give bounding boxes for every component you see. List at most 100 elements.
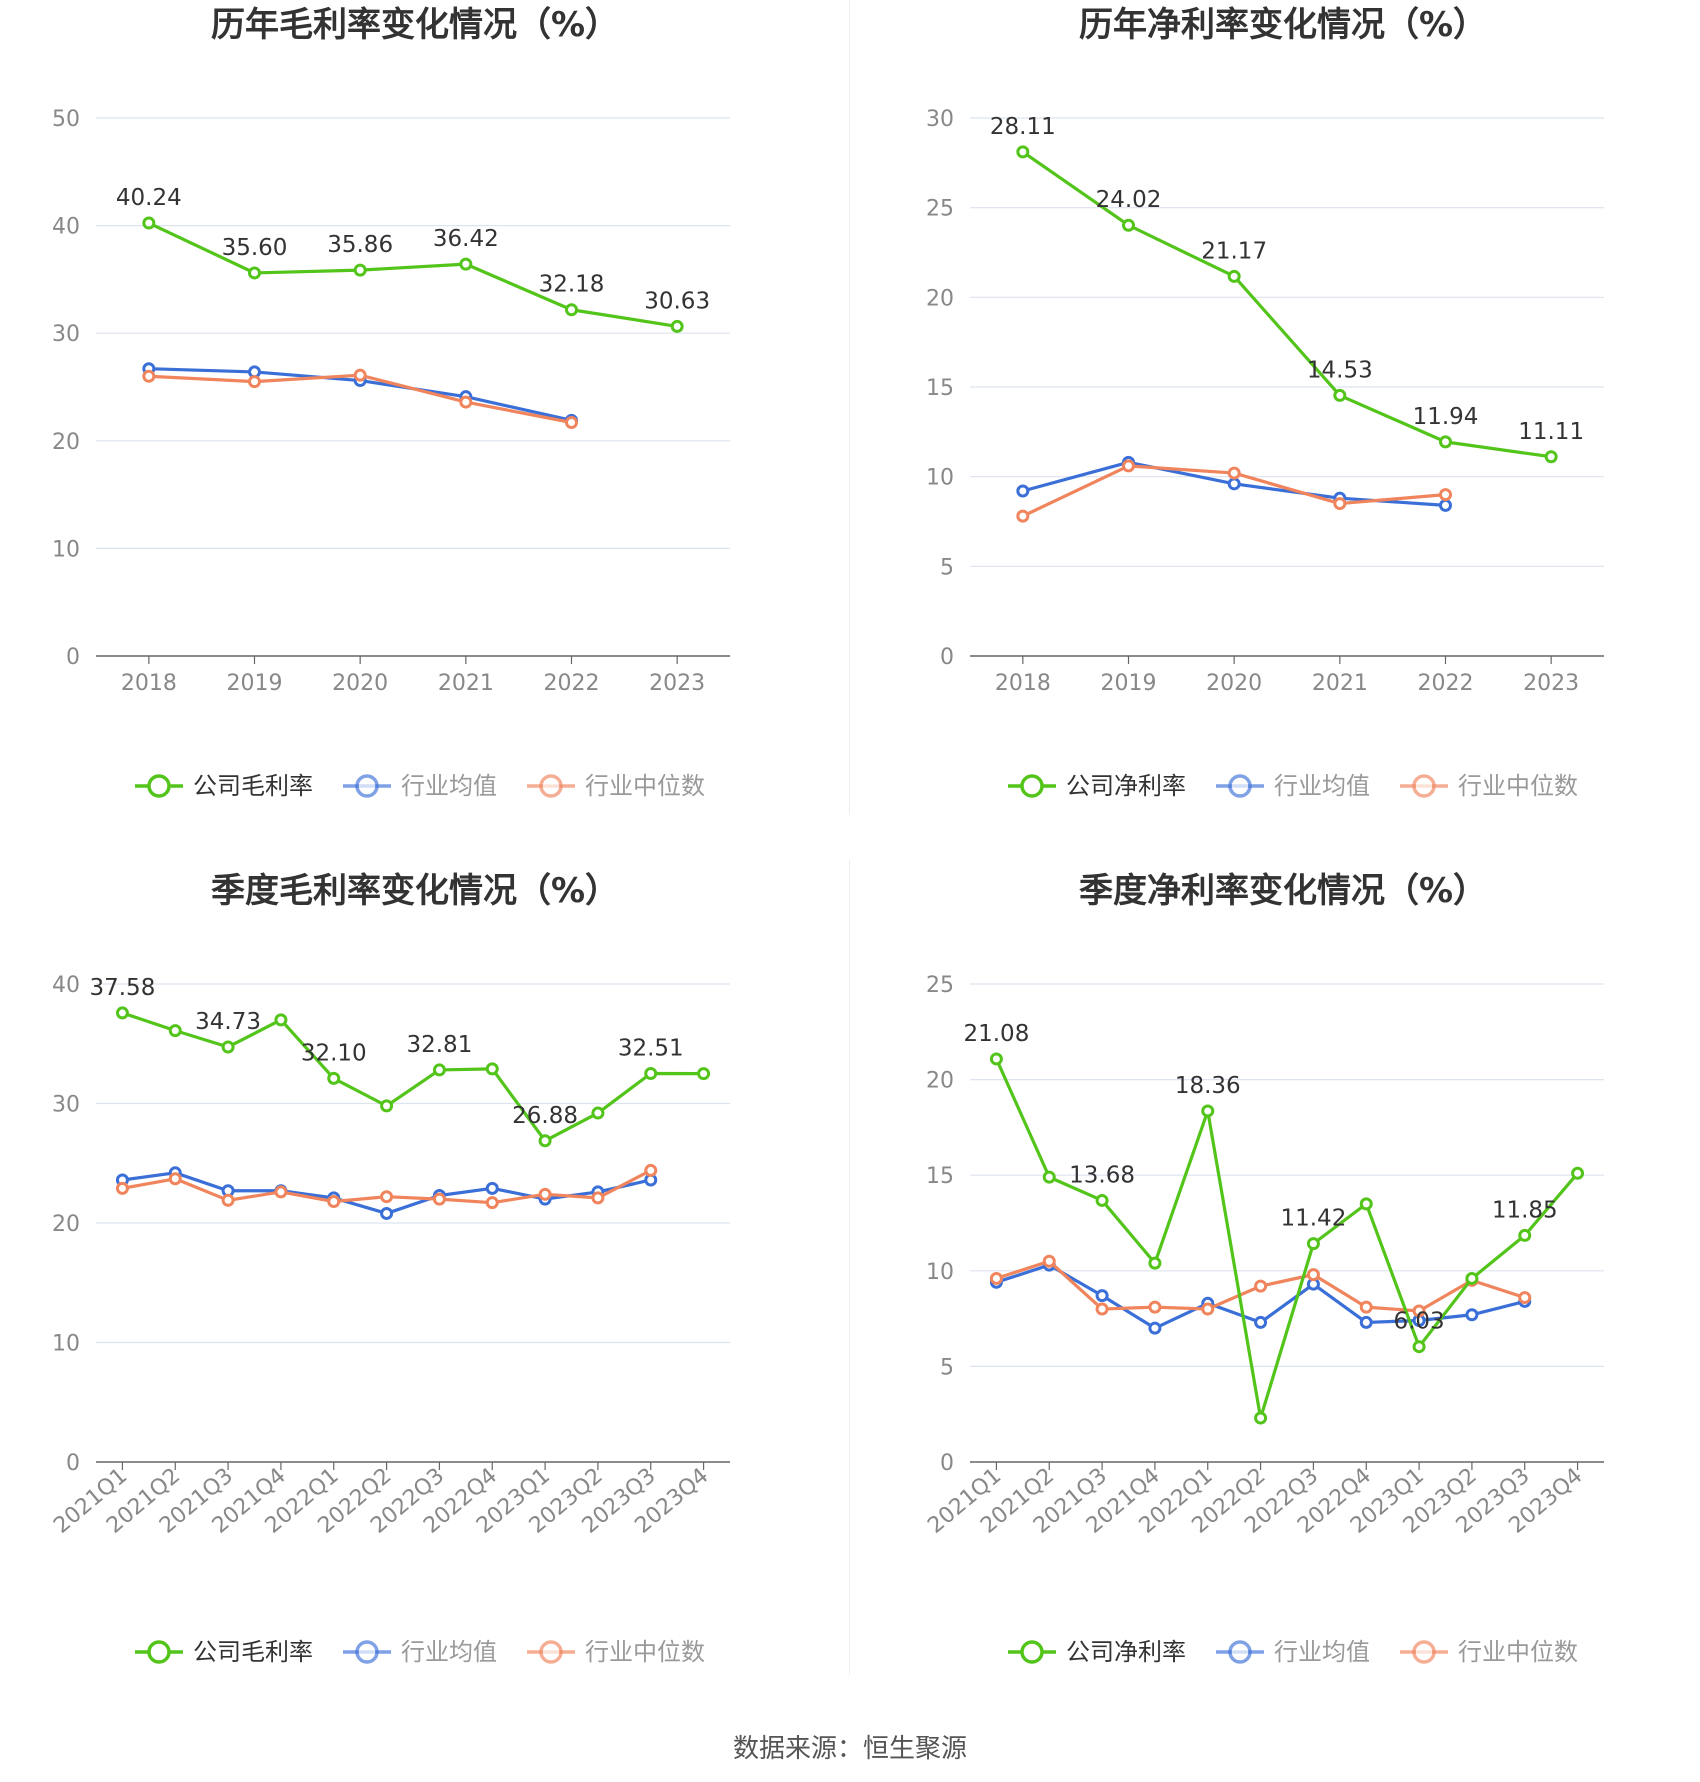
data-source-note: 数据来源：恒生聚源 [732, 1734, 967, 1764]
data-point [115, 1006, 129, 1020]
x-tick-label: 2018 [995, 671, 1051, 696]
data-label: 11.94 [1413, 404, 1479, 430]
y-tick-label: 10 [52, 1332, 80, 1357]
data-label: 35.86 [327, 232, 393, 258]
panel-divider-top [849, 0, 850, 815]
data-point [1227, 269, 1241, 283]
y-tick-label: 10 [926, 1260, 954, 1285]
data-label: 11.11 [1518, 419, 1584, 445]
legend-label: 行业均值 [401, 772, 497, 800]
legend-swatch-marker [1412, 1640, 1436, 1664]
data-label: 37.58 [89, 975, 155, 1001]
chart-title: 历年毛利率变化情况（%） [211, 5, 619, 45]
legend-swatch-marker [1228, 1640, 1252, 1664]
data-point [1544, 450, 1558, 464]
data-label: 6.03 [1393, 1309, 1444, 1335]
series-line [121, 1011, 704, 1143]
data-point [380, 1190, 394, 1204]
data-label: 14.53 [1307, 357, 1373, 383]
y-tick-label: 0 [940, 645, 954, 670]
data-point [1518, 1228, 1532, 1242]
chart-title: 季度毛利率变化情况（%） [211, 871, 619, 911]
data-label: 26.88 [512, 1103, 578, 1129]
data-point [221, 1040, 235, 1054]
data-point [1095, 1302, 1109, 1316]
legend-swatch-marker [1228, 774, 1252, 798]
y-tick-label: 0 [66, 645, 80, 670]
y-tick-label: 40 [52, 973, 80, 998]
data-label: 32.18 [539, 272, 605, 298]
x-tick-label: 2018 [121, 671, 177, 696]
data-point [485, 1196, 499, 1210]
data-point [1412, 1304, 1426, 1318]
data-point [353, 368, 367, 382]
data-point [1439, 498, 1452, 512]
y-tick-label: 5 [940, 555, 954, 580]
data-point [591, 1106, 605, 1120]
data-point [459, 257, 473, 271]
data-point [1465, 1271, 1479, 1285]
data-point [1359, 1315, 1373, 1329]
chart-panel-3: 季度毛利率变化情况（%）0102030402021Q12021Q22021Q32… [49, 871, 730, 1666]
data-point [1122, 459, 1135, 473]
legend-label: 行业中位数 [585, 1638, 705, 1666]
legend-label: 行业均值 [1274, 772, 1370, 800]
data-point [485, 1181, 499, 1195]
data-point [327, 1194, 341, 1208]
data-point [1412, 1340, 1426, 1354]
data-label: 36.42 [433, 226, 499, 252]
data-point [142, 216, 156, 230]
y-tick-label: 20 [52, 430, 80, 455]
data-point [380, 1099, 394, 1113]
y-tick-label: 40 [52, 215, 80, 240]
x-tick-label: 2019 [227, 671, 283, 696]
data-point [1148, 1256, 1162, 1270]
data-label: 30.63 [644, 288, 710, 314]
data-point [644, 1163, 658, 1177]
y-tick-label: 30 [52, 1093, 80, 1118]
data-point [1306, 1268, 1320, 1282]
legend-label: 公司净利率 [1066, 772, 1186, 800]
y-tick-label: 20 [926, 286, 954, 311]
data-point [1095, 1289, 1109, 1303]
data-point [1306, 1237, 1320, 1251]
data-point [1254, 1315, 1268, 1329]
legend-swatch-marker [539, 1640, 563, 1664]
data-point [1201, 1104, 1215, 1118]
x-tick-label: 2022 [544, 671, 600, 696]
x-tick-label: 2020 [1206, 671, 1262, 696]
data-point [1095, 1193, 1109, 1207]
y-tick-label: 0 [940, 1451, 954, 1476]
data-point [1148, 1300, 1162, 1314]
data-point [1227, 466, 1241, 480]
data-point [565, 303, 578, 317]
data-point [248, 375, 261, 389]
legend-label: 公司毛利率 [193, 1638, 313, 1666]
data-label: 28.11 [990, 114, 1056, 140]
data-point [142, 369, 156, 383]
legend-swatch-marker [355, 1640, 379, 1664]
data-label: 35.60 [222, 235, 288, 261]
x-tick-label: 2019 [1101, 671, 1157, 696]
data-point [432, 1192, 446, 1206]
y-tick-label: 20 [52, 1212, 80, 1237]
data-point [1016, 145, 1030, 159]
data-point [1571, 1166, 1585, 1180]
chart-title: 历年净利率变化情况（%） [1079, 5, 1487, 45]
data-label: 32.81 [406, 1032, 472, 1058]
data-point [644, 1067, 658, 1081]
data-point [1439, 435, 1452, 449]
data-point [274, 1013, 288, 1027]
legend-label: 行业中位数 [1458, 772, 1578, 800]
data-point [1518, 1291, 1532, 1305]
x-tick-label: 2022 [1418, 671, 1474, 696]
data-point [327, 1071, 341, 1085]
chart-panel-4: 季度净利率变化情况（%）05101520252021Q12021Q22021Q3… [923, 871, 1604, 1666]
chart-panel-2: 历年净利率变化情况（%） 0 5 10 15 20 25 30 2018 2019 2020 2021… [926, 5, 1604, 800]
data-point [1333, 497, 1347, 511]
data-point [697, 1067, 711, 1081]
data-point [432, 1063, 446, 1077]
data-point [1227, 477, 1241, 491]
legend-label: 公司毛利率 [193, 772, 313, 800]
data-label: 11.85 [1492, 1197, 1558, 1223]
